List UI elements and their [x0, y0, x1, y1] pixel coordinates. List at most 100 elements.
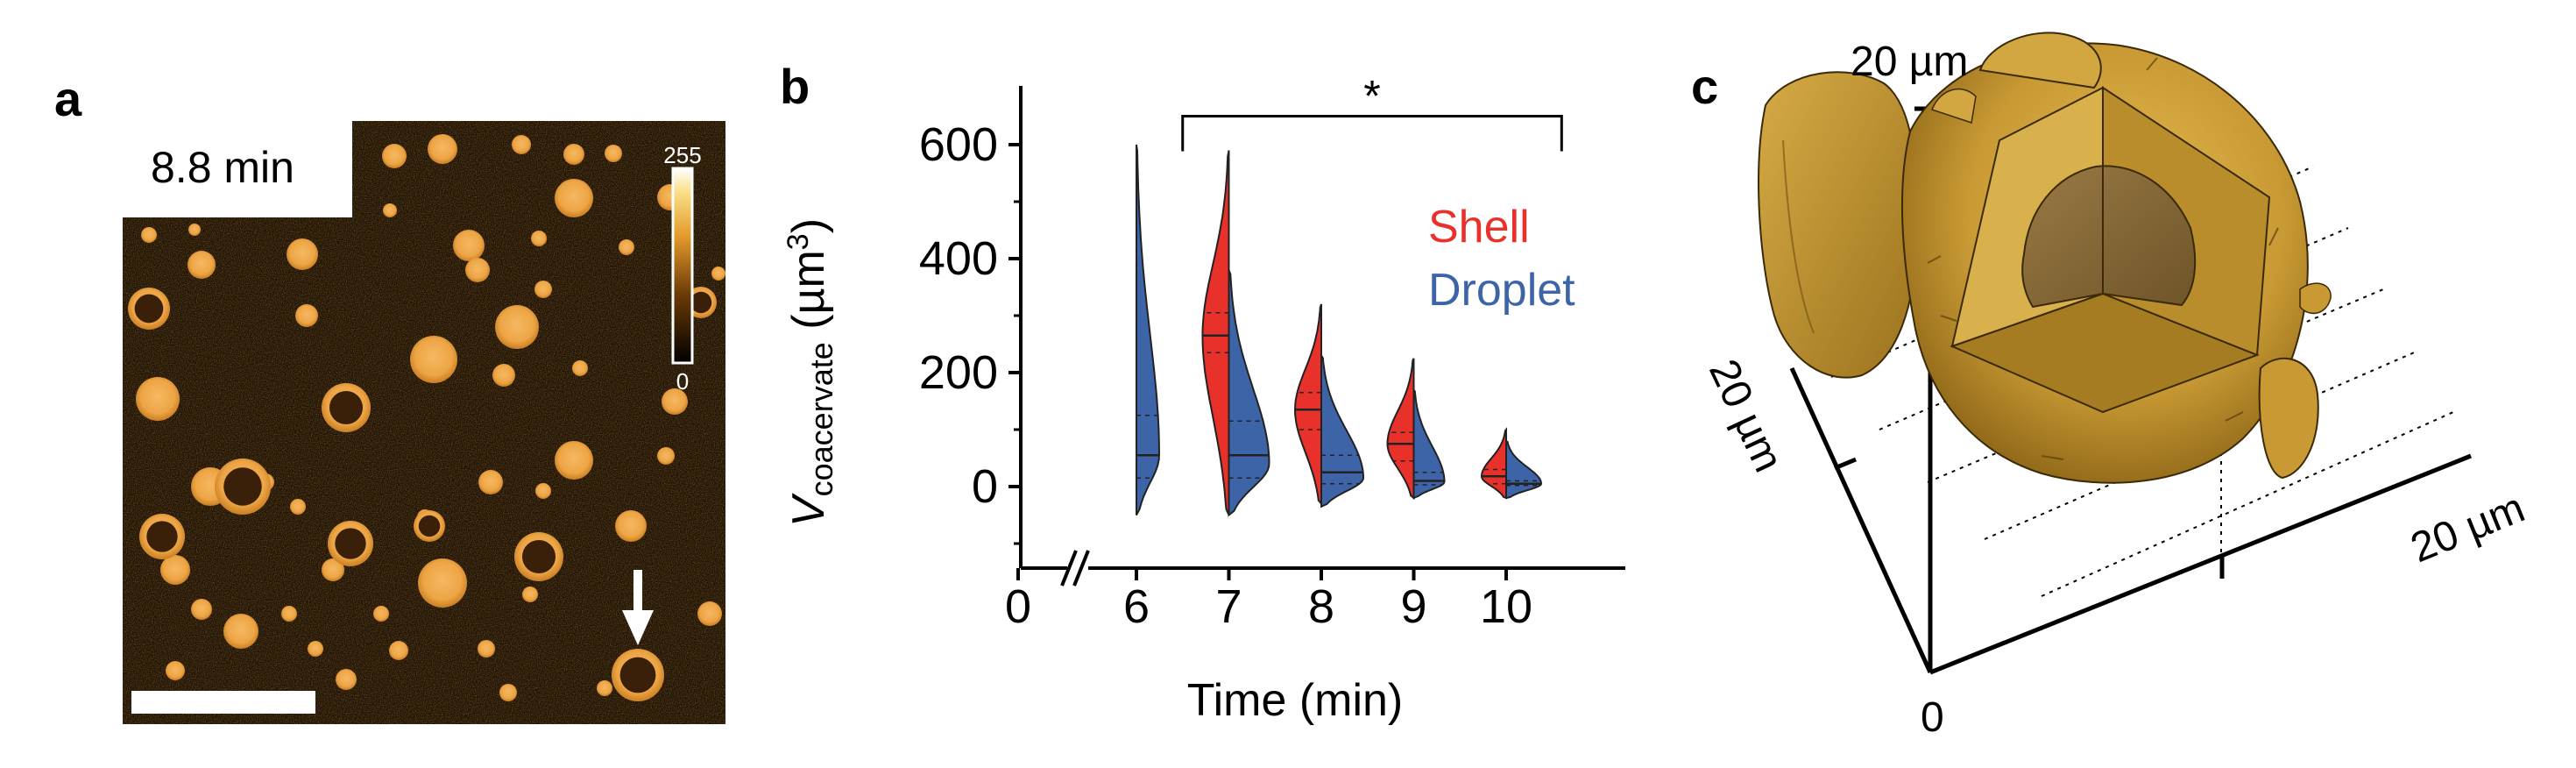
shell-droplet-core: [418, 515, 441, 537]
axis-label-right: 20 µm: [2404, 485, 2530, 572]
panel-b-letter: b: [780, 59, 810, 114]
time-label-box: [123, 121, 352, 217]
droplet: [188, 224, 201, 236]
y-axis-label-unit-close: ): [783, 218, 834, 233]
panel-c-letter: c: [1691, 59, 1718, 114]
y-tick-label: 0: [972, 460, 998, 513]
violin-droplet: [1320, 352, 1365, 508]
panel-a-letter: a: [54, 71, 82, 126]
droplet: [453, 230, 485, 261]
x-tick-label: 6: [1123, 580, 1150, 633]
droplet: [499, 684, 517, 701]
droplet: [555, 441, 593, 480]
axis-label-top: 20 µm: [1851, 39, 1968, 85]
legend-droplet: Droplet: [1428, 265, 1575, 316]
significance-bracket: [1181, 115, 1563, 152]
droplet: [662, 388, 688, 415]
axis-label-left: 20 µm: [1700, 352, 1792, 479]
y-axis-label-sup: 3: [782, 233, 815, 250]
violin-chart: 0 200 400 600 0 6 7 8 9 10 *: [919, 72, 1625, 633]
y-tick-label: 600: [919, 118, 998, 171]
violin-shell: [1201, 150, 1230, 516]
violin-shell: [1386, 358, 1415, 501]
droplet: [160, 555, 190, 585]
droplet: [191, 599, 212, 620]
droplet: [531, 231, 547, 246]
microscopy-image: 8.8 min 255 0: [123, 121, 725, 724]
droplet: [382, 144, 407, 168]
droplet: [572, 360, 588, 376]
droplet: [389, 641, 408, 660]
panel-c: c: [1691, 32, 2531, 741]
droplet: [512, 135, 531, 154]
y-axis-label-main: V: [783, 493, 834, 527]
droplet: [495, 305, 539, 349]
panel-a: a 8.8 min 255 0: [54, 71, 725, 724]
axis-label-origin: 0: [1921, 694, 1944, 741]
droplet: [478, 640, 495, 658]
violin-shell: [1293, 303, 1322, 507]
x-tick-label: 9: [1400, 580, 1426, 633]
droplet: [597, 680, 612, 696]
arrow-icon: [622, 570, 654, 645]
droplet: [428, 134, 457, 164]
droplet: [711, 267, 725, 281]
axis-break-mark: [1072, 550, 1090, 587]
droplet: [141, 227, 157, 243]
droplet: [383, 203, 397, 217]
droplet: [287, 238, 318, 270]
shell-droplet-core: [146, 521, 178, 552]
droplet: [619, 239, 634, 255]
droplet: [522, 587, 538, 602]
droplet: [478, 470, 503, 494]
cutaway-floor: [1950, 292, 2260, 414]
droplet: [563, 144, 584, 165]
droplet: [281, 606, 297, 622]
droplet: [336, 669, 357, 690]
droplet: [492, 364, 515, 387]
y-tick-label: 200: [919, 346, 998, 399]
x-tick-label: 8: [1308, 580, 1334, 633]
scale-bar: [131, 691, 315, 714]
droplet: [605, 145, 622, 162]
droplet: [373, 606, 389, 622]
droplet: [555, 179, 593, 217]
significance-star: *: [1363, 72, 1380, 121]
y-tick-label: 400: [919, 232, 998, 285]
droplet: [188, 251, 216, 279]
y-axis-label: Vcoacervate (µm3): [782, 218, 839, 527]
colorbar-min-label: 0: [676, 368, 689, 395]
droplet: [697, 601, 722, 626]
time-label: 8.8 min: [151, 143, 294, 192]
x-axis-label: Time (min): [1187, 675, 1404, 726]
y-axis-label-sub: coacervate: [803, 342, 839, 496]
shell-droplet-core: [690, 291, 712, 314]
violin-droplet: [1228, 269, 1270, 517]
droplet: [295, 304, 318, 327]
violin-droplet: [1412, 387, 1446, 500]
shell-droplet-core: [329, 390, 364, 425]
x-tick-label: 7: [1215, 580, 1242, 633]
droplet: [465, 258, 490, 282]
shell-droplet-core: [335, 528, 366, 559]
legend-shell: Shell: [1428, 202, 1530, 252]
droplet: [410, 336, 457, 383]
droplet: [290, 499, 306, 515]
droplet: [166, 661, 185, 680]
droplet: [223, 614, 258, 649]
shell-droplet-core: [223, 467, 262, 506]
panel-b: b 0 200 400 600 0 6 7 8 9 10 * Shell Droplet Time …: [780, 59, 1625, 726]
violin-shell: [1480, 427, 1507, 500]
colorbar: [671, 167, 694, 365]
droplet: [136, 377, 180, 421]
droplet-field: [128, 134, 725, 701]
shell-droplet-core: [619, 657, 656, 693]
droplet: [535, 483, 551, 499]
droplet: [308, 641, 323, 657]
x-tick-label: 0: [1005, 580, 1031, 633]
y-axis-label-unit-open: (µm: [783, 250, 834, 342]
x-tick-label: 10: [1480, 580, 1532, 633]
droplet: [534, 281, 552, 298]
side-fragment-left: [1758, 71, 1919, 379]
droplet: [322, 558, 344, 581]
